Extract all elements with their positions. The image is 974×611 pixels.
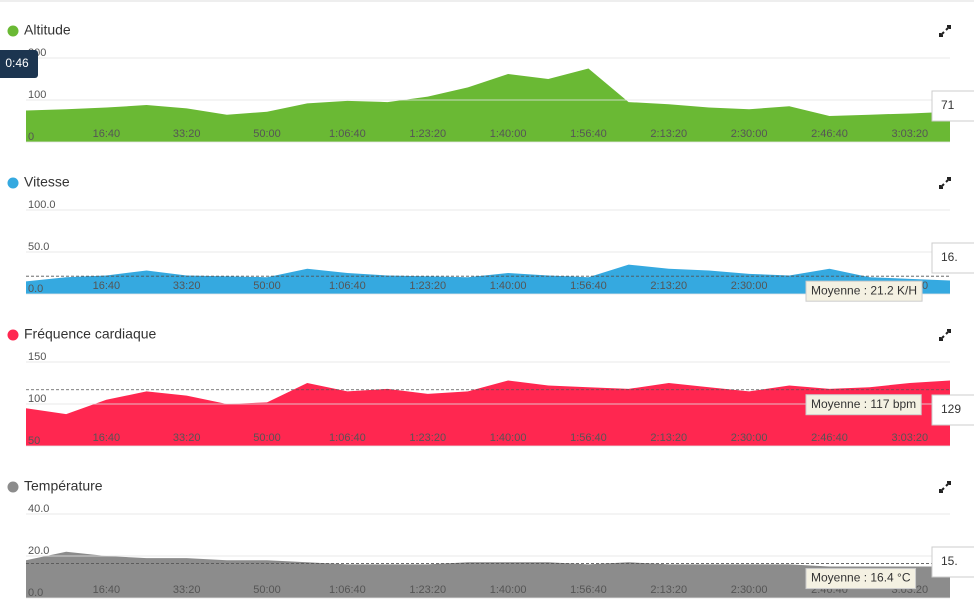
x-tick-label: 1:06:40 bbox=[329, 432, 366, 444]
x-tick-label: 1:56:40 bbox=[570, 128, 607, 140]
x-tick-label: 50:00 bbox=[253, 128, 281, 140]
expand-icon bbox=[939, 329, 951, 341]
x-tick-label: 33:20 bbox=[173, 280, 201, 292]
x-tick-label: 2:13:20 bbox=[650, 584, 687, 596]
legend-dot bbox=[7, 25, 19, 37]
expand-icon bbox=[939, 481, 951, 493]
cursor-value-box bbox=[931, 394, 974, 426]
legend-dot bbox=[7, 329, 19, 341]
x-tick-label: 1:40:00 bbox=[490, 128, 527, 140]
expand-button[interactable] bbox=[939, 329, 951, 341]
average-label-box bbox=[805, 394, 922, 416]
x-tick-label: 1:56:40 bbox=[570, 432, 607, 444]
x-tick-label: 3:03:20 bbox=[891, 128, 928, 140]
x-tick-label: 16:40 bbox=[93, 128, 121, 140]
x-tick-label: 2:30:00 bbox=[731, 128, 768, 140]
area bbox=[26, 68, 950, 142]
x-tick-label: 2:13:20 bbox=[650, 432, 687, 444]
y-tick-label: 0 bbox=[28, 131, 34, 143]
x-tick-label: 1:40:00 bbox=[490, 584, 527, 596]
x-tick-label: 16:40 bbox=[93, 280, 121, 292]
expand-icon bbox=[939, 25, 951, 37]
y-tick-label: 0.0 bbox=[28, 587, 43, 599]
y-tick-label: 100.0 bbox=[28, 199, 56, 211]
x-tick-label: 2:13:20 bbox=[650, 128, 687, 140]
x-tick-label: 2:13:20 bbox=[650, 280, 687, 292]
cursor-value: 15. bbox=[941, 554, 958, 568]
x-tick-label: 1:23:20 bbox=[409, 128, 446, 140]
cursor-value-box bbox=[931, 546, 974, 578]
x-tick-label: 2:30:00 bbox=[731, 280, 768, 292]
x-tick-label: 1:23:20 bbox=[409, 584, 446, 596]
expand-button[interactable] bbox=[939, 25, 951, 37]
x-tick-label: 1:06:40 bbox=[329, 128, 366, 140]
y-tick-label: 100 bbox=[28, 393, 46, 405]
x-tick-label: 1:23:20 bbox=[409, 280, 446, 292]
cursor-value-box bbox=[931, 90, 974, 122]
expand-button[interactable] bbox=[939, 177, 951, 189]
area bbox=[26, 380, 950, 446]
cursor-time-box bbox=[0, 50, 38, 78]
y-tick-label: 40.0 bbox=[28, 503, 49, 515]
x-tick-label: 3:03:20 bbox=[891, 432, 928, 444]
x-tick-label: 1:40:00 bbox=[490, 432, 527, 444]
cursor-time: 0:46 bbox=[5, 56, 29, 70]
average-label-box bbox=[805, 280, 923, 302]
x-tick-label: 1:06:40 bbox=[329, 280, 366, 292]
chart-title: Fréquence cardiaque bbox=[24, 326, 157, 342]
average-label-box bbox=[805, 568, 917, 590]
x-tick-label: 1:23:20 bbox=[409, 432, 446, 444]
average-label: Moyenne : 21.2 K/H bbox=[811, 283, 917, 297]
y-tick-label: 0.0 bbox=[28, 283, 43, 295]
y-tick-label: 50.0 bbox=[28, 241, 49, 253]
chart-panel: Vitesse 0.0 50.0 100.0 16:40 33:20 50:00 1:06:4… bbox=[7, 174, 974, 302]
cursor-value: 16. bbox=[941, 250, 958, 264]
x-tick-label: 16:40 bbox=[93, 432, 121, 444]
chart-title: Altitude bbox=[24, 22, 71, 38]
x-tick-label: 2:46:40 bbox=[811, 432, 848, 444]
x-tick-label: 1:56:40 bbox=[570, 280, 607, 292]
average-label: Moyenne : 16.4 °C bbox=[811, 571, 911, 585]
y-tick-label: 50 bbox=[28, 435, 40, 447]
x-tick-label: 50:00 bbox=[253, 432, 281, 444]
chart-panel: Fréquence cardiaque 50 100 150 16:40 33:20 50:… bbox=[7, 326, 974, 447]
x-tick-label: 1:06:40 bbox=[329, 584, 366, 596]
x-tick-label: 1:56:40 bbox=[570, 584, 607, 596]
x-tick-label: 1:40:00 bbox=[490, 280, 527, 292]
cursor-value: 71 bbox=[941, 98, 955, 112]
x-tick-label: 33:20 bbox=[173, 584, 201, 596]
chart-panel: Température 0.0 20.0 40.0 16:40 33:20 50:00 1:0… bbox=[7, 478, 974, 599]
cursor-value-box bbox=[931, 242, 974, 274]
x-tick-label: 33:20 bbox=[173, 128, 201, 140]
chart-title: Vitesse bbox=[24, 174, 70, 190]
x-tick-label: 2:30:00 bbox=[731, 432, 768, 444]
x-tick-label: 2:30:00 bbox=[731, 584, 768, 596]
chart-panel: Altitude010020016:4033:2050:001:06:401:2… bbox=[0, 22, 974, 143]
x-tick-label: 16:40 bbox=[93, 584, 121, 596]
average-label: Moyenne : 117 bpm bbox=[811, 397, 916, 411]
y-tick-label: 20.0 bbox=[28, 545, 49, 557]
legend-dot bbox=[7, 481, 19, 493]
x-tick-label: 2:46:40 bbox=[811, 128, 848, 140]
expand-icon bbox=[939, 177, 951, 189]
x-tick-label: 50:00 bbox=[253, 584, 281, 596]
area bbox=[26, 264, 950, 294]
y-tick-label: 100 bbox=[28, 89, 46, 101]
y-tick-label: 150 bbox=[28, 351, 46, 363]
x-tick-label: 33:20 bbox=[173, 432, 201, 444]
x-tick-label: 50:00 bbox=[253, 280, 281, 292]
legend-dot bbox=[7, 177, 19, 189]
cursor-value: 129 bbox=[941, 402, 961, 416]
expand-button[interactable] bbox=[939, 481, 951, 493]
chart-title: Température bbox=[24, 478, 103, 494]
